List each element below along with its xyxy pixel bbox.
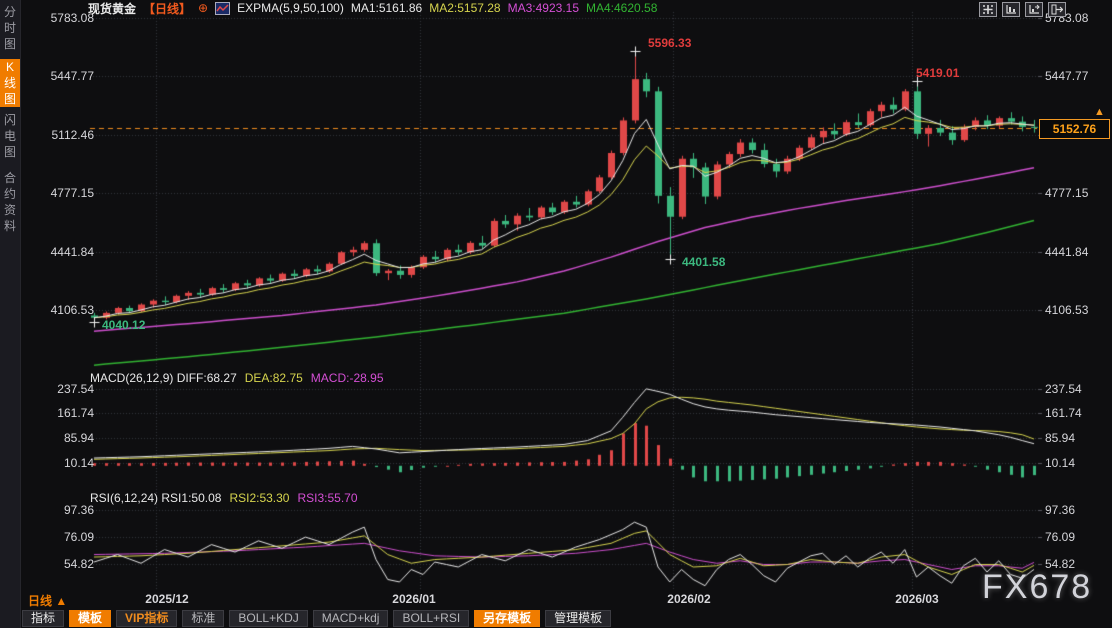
toolbar-button-5[interactable]: BOLL+KDJ [229, 610, 308, 627]
indicator-name[interactable]: EXPMA(5,9,50,100) [237, 1, 344, 15]
rsi-label: RSI(6,12,24) RSI1:50.08 [90, 491, 222, 505]
main-axis-left-5: 4106.53 [50, 303, 94, 317]
macd-hist-value: MACD:-28.95 [310, 371, 384, 385]
macd-dea-value: DEA:82.75 [244, 371, 303, 385]
chart-toolbar-icons [979, 2, 1066, 17]
move-tool-icon[interactable] [979, 2, 997, 17]
toolbar-button-4[interactable]: 标准 [182, 610, 225, 627]
scale-left-icon[interactable] [1002, 2, 1020, 17]
macd-axis-left-3: 10.14 [63, 456, 94, 470]
timeframe-selector[interactable]: 日线 ▲ [28, 594, 68, 608]
toolbar-button-9[interactable]: 管理模板 [545, 610, 612, 627]
rsi2-value: RSI2:53.30 [229, 491, 290, 505]
ma3-value: MA3:4923.15 [507, 1, 579, 15]
rsi-axis-left-2: 54.82 [63, 557, 94, 571]
main-axis-left-2: 5112.46 [51, 128, 95, 142]
main-axis-left-1: 5447.77 [50, 69, 94, 83]
toolbar-button-7[interactable]: BOLL+RSI [393, 610, 470, 627]
annotation-peak-high: 5596.33 [648, 36, 692, 50]
toolbar-button-3[interactable]: VIP指标 [116, 610, 178, 627]
ma4-value: MA4:4620.58 [586, 1, 658, 15]
toolbar-button-6[interactable]: MACD+kdj [312, 610, 389, 627]
main-axis-left-4: 4441.84 [50, 245, 94, 259]
x-axis-month-2: 2026/02 [667, 592, 711, 606]
annotation-second-high: 5419.01 [916, 66, 960, 80]
main-axis-right-1: 5447.77 [1045, 69, 1089, 83]
rsi-axis-right-0: 97.36 [1045, 503, 1076, 517]
period-label: 【日线】 [143, 1, 192, 16]
rsi-axis-left-0: 97.36 [63, 503, 94, 517]
macd-indicator-header[interactable]: MACD(26,12,9) DIFF:68.27 DEA:82.75 MACD:-2… [90, 371, 384, 385]
rsi-axis-right-1: 76.09 [1045, 530, 1076, 544]
sidebar-tab-4[interactable]: 合约资料 [3, 171, 16, 233]
main-axis-right-4: 4441.84 [1045, 245, 1089, 259]
template-toolbar: 指标 模板 VIP指标 标准 BOLL+KDJ MACD+kdj BOLL+RSI 另存模板管… [22, 610, 612, 627]
rsi-axis-right-2: 54.82 [1045, 557, 1076, 571]
main-axis-right-3: 4777.15 [1045, 186, 1089, 200]
symbol-name: 现货黄金 [88, 1, 137, 16]
rsi-indicator-header[interactable]: RSI(6,12,24) RSI1:50.08 RSI2:53.30 RSI3:55… [90, 491, 358, 505]
macd-axis-right-1: 161.74 [1045, 406, 1082, 420]
macd-axis-right-0: 237.54 [1045, 382, 1082, 396]
watermark: FX678 [982, 568, 1093, 606]
annotation-crash-low: 4401.58 [682, 255, 726, 269]
toolbar-button-8[interactable]: 另存模板 [474, 610, 541, 627]
annotation-start-low: 4040.12 [102, 318, 146, 332]
current-price-badge: 5152.76 [1039, 119, 1110, 139]
price-up-arrow-icon: ▲ [1094, 106, 1105, 118]
main-axis-right-5: 4106.53 [1045, 303, 1089, 317]
mini-chart-icon[interactable] [215, 1, 231, 15]
macd-axis-left-2: 85.94 [63, 431, 94, 445]
main-axis-left-3: 4777.15 [50, 186, 94, 200]
x-axis-month-3: 2026/03 [895, 592, 939, 606]
sidebar-tab-3[interactable]: 闪电图 [3, 113, 16, 159]
toolbar-button-1[interactable]: 指标 [22, 610, 65, 627]
macd-axis-left-1: 161.74 [57, 406, 94, 420]
rsi-axis-left-1: 76.09 [63, 530, 94, 544]
chart-header: 现货黄金 【日线】 ⊕ EXPMA(5,9,50,100) MA1:5161.8… [88, 0, 657, 16]
pan-right-icon[interactable] [1048, 2, 1066, 17]
macd-axis-right-2: 85.94 [1045, 431, 1076, 445]
toolbar-button-2[interactable]: 模板 [69, 610, 112, 627]
x-axis-month-0: 2025/12 [145, 592, 189, 606]
macd-axis-left-0: 237.54 [57, 382, 94, 396]
ma2-value: MA2:5157.28 [429, 1, 501, 15]
sidebar-tab-1[interactable]: 分时图 [3, 5, 16, 51]
macd-axis-right-3: 10.14 [1045, 456, 1076, 470]
add-symbol-icon[interactable]: ⊕ [198, 1, 209, 15]
main-axis-left-0: 5783.08 [50, 11, 94, 25]
scale-right-icon[interactable] [1025, 2, 1043, 17]
x-axis-month-1: 2026/01 [392, 592, 436, 606]
ma1-value: MA1:5161.86 [350, 1, 423, 15]
macd-label: MACD(26,12,9) DIFF:68.27 [90, 371, 237, 385]
rsi3-value: RSI3:55.70 [297, 491, 358, 505]
